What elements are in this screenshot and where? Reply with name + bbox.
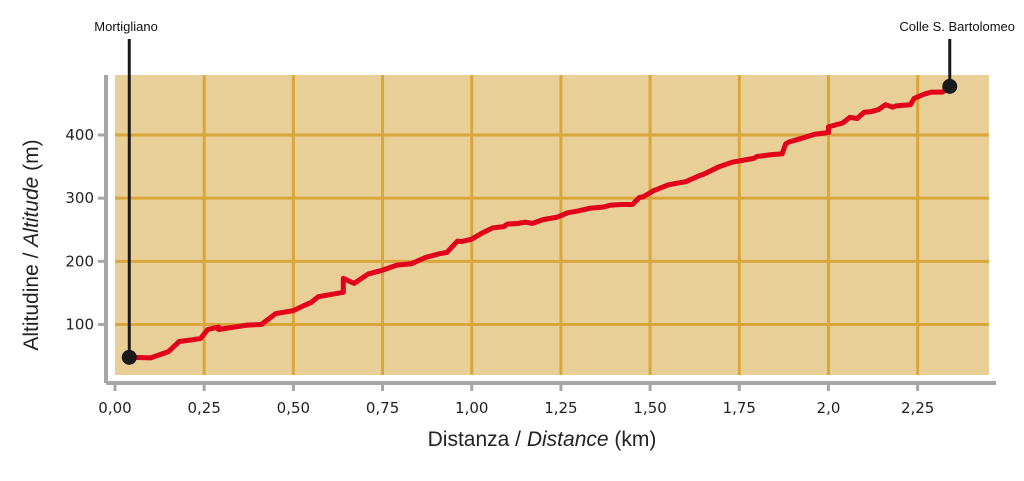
y-axis-title-sep: / [20, 247, 43, 265]
y-tick-label: 100 [65, 315, 94, 333]
endpoint-marker [942, 78, 958, 94]
x-axis-title-italic: Distance [527, 428, 609, 451]
y-axis-title-main: Altitudine [20, 264, 43, 350]
x-tick-label: 2,0 [817, 399, 841, 417]
marker-label: Colle S. Bartolomeo [899, 19, 1015, 34]
x-axis-title-main: Distanza [428, 428, 510, 451]
y-axis-title-unit: (m) [20, 139, 43, 176]
y-tick-label: 400 [65, 126, 94, 144]
x-tick-label: 0,25 [187, 399, 220, 417]
marker-label: Mortigliano [94, 19, 158, 34]
x-tick-label: 0,00 [98, 399, 131, 417]
x-tick-label: 1,50 [633, 399, 666, 417]
x-tick-label: 2,25 [901, 399, 934, 417]
endpoint-marker [121, 349, 137, 365]
x-tick-label: 1,00 [455, 399, 488, 417]
x-tick-label: 0,50 [277, 399, 310, 417]
x-tick-label: 1,25 [544, 399, 577, 417]
x-ticks: 0,00 0,25 0,50 0,75 1,00 1,25 1,50 1,75 2,0 2,25 [98, 383, 934, 417]
x-axis-title: Distanza / Distance (km) [428, 428, 657, 451]
elevation-line [126, 83, 953, 361]
endpoint-markers: Mortigliano Colle S. Bartolomeo [94, 19, 1015, 365]
x-tick-label: 1,75 [723, 399, 756, 417]
y-tick-label: 300 [65, 189, 94, 207]
y-ticks: 100 200 300 400 [65, 126, 106, 333]
y-axis-title: Altitudine / Altitude (m) [20, 139, 43, 350]
y-tick-label: 200 [65, 252, 94, 270]
x-tick-label: 0,75 [366, 399, 399, 417]
x-axis-title-unit: (km) [609, 428, 657, 451]
y-axis-title-italic: Altitude [20, 177, 43, 249]
x-axis-title-sep: / [509, 428, 527, 451]
